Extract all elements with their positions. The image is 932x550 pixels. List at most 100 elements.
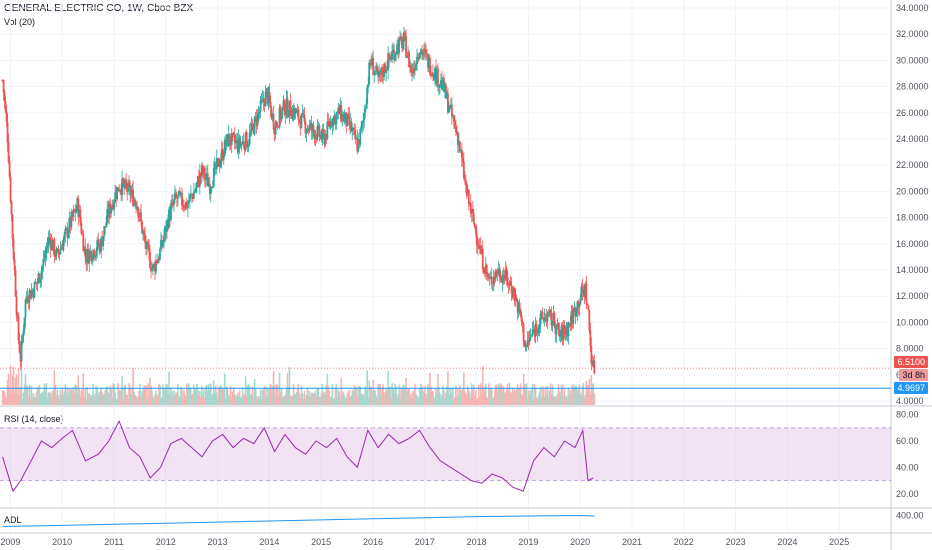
price-tick-label: 30.0000	[896, 55, 929, 65]
price-tick-label: 10.0000	[896, 317, 929, 327]
time-tick-label: 2020	[570, 537, 590, 547]
candle-body	[433, 75, 435, 80]
candle-body	[29, 290, 32, 299]
candle-body	[553, 312, 556, 326]
volume-bar	[392, 389, 394, 405]
candle-body	[404, 32, 406, 37]
candle-body	[319, 134, 322, 137]
volume-bar	[525, 383, 528, 405]
volume-bar	[542, 389, 545, 405]
volume-bar	[113, 383, 115, 405]
candle-body	[424, 48, 426, 51]
rsi-tick-label: 20.00	[896, 489, 919, 499]
candle-body	[12, 238, 15, 260]
volume-bar	[230, 397, 233, 405]
volume-bar	[521, 395, 524, 405]
price-tick-label: 8.0000	[896, 344, 924, 354]
candle-body	[51, 239, 54, 251]
volume-bar	[20, 367, 23, 405]
volume-bar	[484, 383, 487, 405]
volume-bar	[53, 370, 56, 405]
volume-bar	[135, 396, 137, 405]
volume-bar	[483, 391, 486, 405]
price-tick-label: 20.0000	[896, 186, 929, 196]
candle-body	[429, 57, 431, 74]
volume-bar	[416, 396, 418, 405]
rsi-tick-label: 80.00	[896, 410, 919, 420]
candle-body	[323, 133, 326, 145]
volume-bar	[302, 398, 305, 405]
candle-body	[10, 201, 13, 215]
candle-body	[488, 277, 491, 279]
candle-body	[338, 107, 341, 115]
candle-body	[303, 115, 306, 122]
candle-body	[85, 256, 88, 263]
candle-body	[59, 249, 62, 254]
rsi-line	[2, 419, 594, 493]
candle-body	[269, 102, 272, 109]
candle-body	[437, 68, 439, 88]
volume-bar	[178, 396, 180, 405]
candle-body	[24, 299, 27, 318]
volume-bar	[510, 393, 513, 405]
volume-bar	[155, 390, 157, 405]
candle-body	[513, 288, 516, 301]
volume-bar	[250, 393, 253, 405]
candle-body	[76, 198, 79, 209]
volume-bar	[337, 389, 340, 405]
candle-body	[244, 132, 247, 151]
volume-bar	[164, 387, 166, 405]
volume-bar	[220, 387, 223, 405]
volume-bar	[158, 383, 160, 405]
volume-bar	[14, 377, 17, 405]
volume-bar	[440, 398, 442, 405]
volume-bar	[371, 391, 373, 405]
volume-bar	[125, 394, 127, 405]
candle-body	[364, 108, 367, 113]
volume-bar	[37, 388, 40, 405]
volume-bar	[154, 394, 156, 405]
candle-body	[371, 58, 374, 66]
candle-body	[165, 226, 167, 232]
volume-bar	[568, 395, 571, 405]
candle-body	[406, 56, 408, 58]
candle-body	[494, 270, 497, 280]
volume-bar	[123, 386, 125, 405]
candle-body	[55, 249, 58, 257]
volume-bar	[342, 391, 345, 405]
volume-bar	[77, 375, 80, 405]
candle-body	[526, 340, 529, 345]
candle-body	[163, 235, 165, 242]
candle-body	[168, 209, 170, 228]
volume-bar	[325, 384, 328, 405]
candle-body	[83, 246, 86, 252]
volume-bar	[378, 384, 380, 405]
volume-bar	[221, 387, 224, 405]
candle-body	[385, 69, 388, 73]
volume-bar	[59, 390, 62, 405]
candle-body	[343, 116, 346, 122]
volume-bar	[548, 390, 551, 405]
rsi-tick-label: 60.00	[896, 436, 919, 446]
candle-body	[73, 209, 76, 212]
candle-body	[147, 241, 149, 246]
volume-bar	[265, 387, 268, 405]
volume-bar	[570, 394, 573, 405]
volume-bar	[244, 376, 247, 405]
candle-body	[487, 277, 490, 279]
candle-body	[35, 282, 38, 284]
volume-bar	[311, 393, 314, 405]
candle-body	[230, 132, 233, 145]
candle-body	[259, 100, 262, 112]
candle-body	[91, 259, 94, 261]
candle-body	[427, 54, 429, 68]
volume-bar	[496, 391, 499, 405]
candle-body	[586, 303, 589, 306]
candle-body	[19, 352, 22, 362]
volume-bar	[61, 387, 64, 405]
candle-body	[339, 104, 342, 115]
volume-bar	[547, 398, 550, 405]
candle-body	[58, 253, 61, 255]
volume-bar	[522, 373, 525, 405]
